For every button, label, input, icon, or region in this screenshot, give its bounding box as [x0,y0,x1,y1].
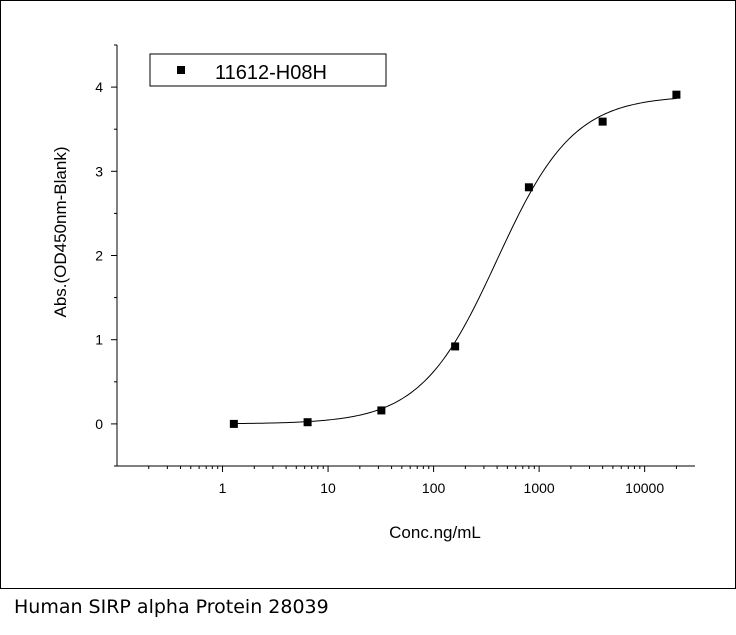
data-point [377,406,386,415]
data-point [303,418,312,427]
x-tick-label: 10000 [625,480,664,496]
data-point [451,342,460,351]
y-tick-label: 1 [95,332,103,348]
y-tick-label: 2 [95,248,103,264]
y-axis-label: Abs.(OD450nm-Blank) [51,146,70,317]
axes: 0 1 2 3 4 1 10 100 1000 10000 [95,44,695,496]
data-point [524,183,533,192]
x-tick-label: 1000 [524,480,555,496]
data-point [598,117,607,126]
x-tick-label: 1 [219,480,227,496]
x-tick-label: 10 [320,480,336,496]
data-points-layer [229,90,681,428]
fit-curve [233,98,677,425]
x-tick-label: 100 [422,480,446,496]
y-tick-label: 3 [95,163,103,179]
y-tick-label: 0 [95,416,103,432]
legend-label: 11612-H08H [215,62,327,84]
legend-box [149,53,387,87]
dose-response-chart: 0 1 2 3 4 1 10 100 1000 10000 11612-H08H Conc.ng/… [51,44,695,542]
data-point [229,419,238,428]
x-axis-label: Conc.ng/mL [389,523,481,542]
legend-marker-icon [177,66,185,74]
legend: 11612-H08H [149,53,387,87]
figure-caption: Human SIRP alpha Protein 28039 [14,596,329,618]
data-point [672,90,681,99]
fit-curve-layer [233,98,677,425]
y-tick-label: 4 [95,79,103,95]
